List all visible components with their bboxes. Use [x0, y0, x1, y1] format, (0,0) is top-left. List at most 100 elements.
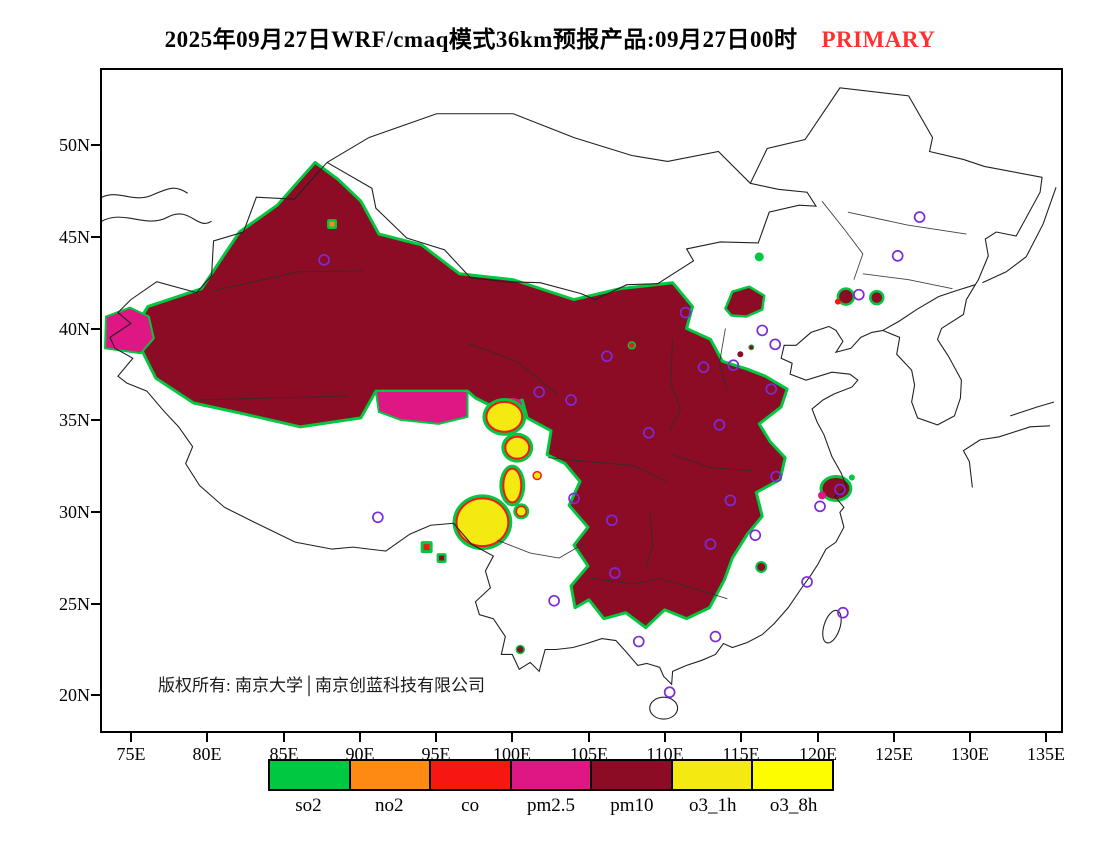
x-axis-tick — [588, 733, 590, 742]
city-marker — [724, 494, 737, 507]
x-axis-tick — [206, 733, 208, 742]
province-line — [588, 577, 664, 585]
city-marker — [727, 359, 740, 372]
japan-honshu-west-coast — [1010, 401, 1055, 417]
y-axis-label: 20N — [59, 685, 90, 705]
city-marker — [814, 500, 826, 513]
city-marker — [913, 211, 926, 223]
legend-swatch-co — [431, 761, 512, 789]
pm25-dot — [818, 491, 826, 500]
city-marker — [765, 383, 778, 395]
y-axis-label: 30N — [59, 502, 90, 522]
province-line — [862, 273, 953, 290]
o3-dot — [515, 505, 527, 518]
y-axis-tick — [91, 511, 100, 513]
city-marker — [318, 254, 330, 266]
legend-swatch-pm25 — [511, 761, 593, 789]
legend-label-pm25: pm2.5 — [526, 795, 576, 816]
province-line — [669, 339, 682, 432]
y-axis-label: 50N — [59, 135, 90, 155]
x-axis-tick — [359, 733, 361, 742]
city-marker — [834, 483, 846, 496]
city-marker — [565, 394, 577, 406]
y-axis-label: 25N — [59, 594, 90, 614]
co-spot — [834, 298, 841, 305]
province-line — [672, 454, 751, 472]
province-line — [497, 539, 584, 559]
city-marker — [609, 567, 621, 579]
title-text: 2025年09月27日WRF/cmaq模式36km预报产品:09月27日00时 — [164, 27, 798, 52]
legend-color-bar — [268, 759, 834, 791]
city-marker — [709, 630, 722, 643]
x-axis-tick — [511, 733, 513, 742]
province-line — [213, 270, 364, 292]
japan-kyushu-coast — [962, 439, 981, 488]
pm10-dot — [748, 344, 755, 351]
x-axis-label: 75E — [116, 744, 146, 764]
city-marker — [837, 606, 849, 619]
pollutant-fill-layer — [103, 160, 885, 655]
city-marker — [568, 492, 580, 505]
city-marker — [801, 576, 813, 588]
city-marker — [632, 635, 645, 648]
x-axis-tick — [435, 733, 437, 742]
y-axis-tick — [91, 603, 100, 605]
y-axis-tick — [91, 236, 100, 238]
so2-spot — [754, 252, 764, 262]
pm10-dot — [515, 644, 525, 655]
city-marker — [372, 511, 384, 524]
russia-border — [326, 87, 1043, 285]
province-line — [645, 511, 654, 570]
city-marker — [756, 324, 769, 337]
pm10-dot — [755, 561, 768, 573]
x-axis-tick — [817, 733, 819, 742]
legend-label-o3-1h: o3_1h — [688, 795, 737, 816]
pm10-spot — [869, 289, 885, 306]
primorye-coast — [982, 187, 1057, 284]
city-marker — [853, 288, 865, 301]
city-marker — [697, 361, 710, 374]
y-axis-label: 45N — [59, 227, 90, 247]
y-axis-tick — [91, 328, 100, 330]
y-axis-label: 35N — [59, 410, 90, 430]
forecast-map — [102, 87, 1057, 720]
copyright-watermark: 版权所有: 南京大学│南京创蓝科技有限公司 — [158, 676, 486, 695]
korea-coast — [882, 284, 976, 426]
city-marker — [601, 350, 613, 363]
x-axis-tick — [893, 733, 895, 742]
legend-label-pm10: pm10 — [610, 795, 654, 816]
city-marker — [679, 306, 692, 319]
province-boundaries — [198, 200, 967, 600]
map-plot-frame — [100, 68, 1063, 733]
o3-dot — [532, 470, 542, 481]
city-marker — [769, 338, 782, 351]
x-axis-label: 130E — [951, 744, 989, 764]
province-line — [664, 579, 728, 600]
legend-swatch-o3-8h — [753, 761, 833, 789]
river-line — [102, 213, 212, 224]
x-axis-label: 135E — [1027, 744, 1065, 764]
x-axis-label: 80E — [192, 744, 222, 764]
y-axis-tick — [91, 144, 100, 146]
japan-honshu-south-coast — [980, 425, 1051, 441]
legend-swatch-pm10 — [592, 761, 673, 789]
city-marker — [704, 538, 717, 550]
o3-patches — [452, 398, 542, 551]
pm10-dot — [439, 555, 445, 561]
mongolia-border — [326, 161, 818, 301]
legend-label-no2: no2 — [375, 795, 404, 816]
province-line — [467, 342, 558, 395]
city-marker — [533, 386, 546, 398]
scattered-spots — [327, 219, 885, 655]
city-marker — [891, 250, 904, 262]
primary-badge: PRIMARY — [821, 27, 936, 52]
legend-label-so2: so2 — [295, 795, 322, 816]
x-axis-tick — [1045, 733, 1047, 742]
city-marker — [749, 529, 762, 541]
pm10-dot — [737, 351, 744, 358]
province-line — [847, 211, 967, 235]
x-axis-tick — [130, 733, 132, 742]
x-axis-tick — [283, 733, 285, 742]
legend-swatch-o3-1h — [672, 761, 754, 789]
china-coast-and-border — [109, 162, 883, 686]
